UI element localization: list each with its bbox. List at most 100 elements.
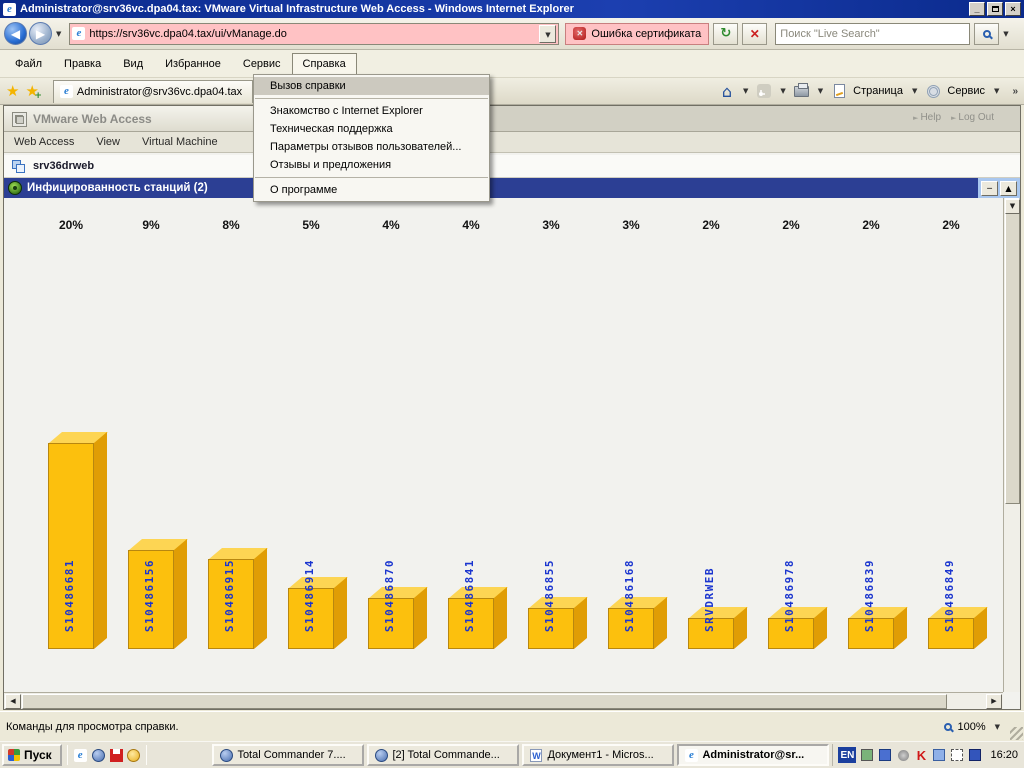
- minimize-button[interactable]: _: [969, 2, 985, 16]
- scroll-up-button[interactable]: ▲: [1000, 180, 1017, 196]
- stop-button[interactable]: ✕: [742, 22, 768, 45]
- address-dropdown-button[interactable]: ▼: [539, 24, 557, 43]
- tray-display-icon[interactable]: [968, 748, 982, 762]
- help-menu-item[interactable]: Техническая поддержка: [270, 123, 393, 135]
- menu-item-избранное[interactable]: Избранное: [165, 57, 221, 70]
- address-input[interactable]: e https://srv36vc.dpa04.tax/ui/vManage.d…: [69, 22, 560, 45]
- bar-side-face: [174, 539, 187, 649]
- forward-button[interactable]: ▶: [29, 22, 52, 45]
- bar-front-face: [48, 443, 94, 649]
- host-row[interactable]: srv36drweb: [4, 155, 1020, 178]
- bar[interactable]: [848, 607, 908, 649]
- tools-menu-label[interactable]: Сервис: [947, 85, 986, 97]
- taskbar-button-word[interactable]: W Документ1 - Micros...: [522, 744, 675, 766]
- help-menu-item[interactable]: Параметры отзывов пользователей...: [270, 141, 462, 153]
- tray-device-icon[interactable]: [860, 748, 874, 762]
- search-input[interactable]: Поиск "Live Search": [775, 22, 971, 45]
- bar[interactable]: [608, 597, 668, 649]
- tools-dropdown-icon[interactable]: ▼: [994, 87, 1000, 95]
- tray-document-icon[interactable]: [950, 748, 964, 762]
- favorites-icon[interactable]: ★: [6, 82, 20, 100]
- bar[interactable]: [448, 587, 508, 649]
- bar[interactable]: [288, 577, 348, 649]
- certificate-error-badge[interactable]: ✕ Ошибка сертификата: [565, 22, 710, 45]
- menu-item-сервис[interactable]: Сервис: [242, 57, 281, 70]
- menu-item-справка[interactable]: Справка: [291, 52, 357, 75]
- help-menu-item[interactable]: Отзывы и предложения: [270, 159, 392, 171]
- feeds-button[interactable]: [755, 82, 773, 100]
- search-button[interactable]: [974, 22, 1000, 45]
- arrow-right-icon: ►: [913, 114, 919, 122]
- page-menu-label[interactable]: Страница: [853, 85, 903, 97]
- section-minimize-button[interactable]: ─: [981, 180, 998, 196]
- bar[interactable]: [688, 607, 748, 649]
- bar-front-face: [128, 550, 174, 649]
- print-dropdown-icon[interactable]: ▼: [817, 87, 824, 95]
- bar-front-face: [448, 598, 494, 649]
- history-dropdown-icon[interactable]: ▼: [56, 29, 62, 38]
- vertical-scrollbar[interactable]: ▼: [1003, 198, 1020, 692]
- zoom-control[interactable]: 100% ▼: [944, 721, 1004, 733]
- refresh-button[interactable]: ↻: [713, 22, 739, 45]
- resize-grip[interactable]: [1010, 727, 1023, 740]
- taskbar-button-total-commander[interactable]: Total Commander 7....: [212, 744, 365, 766]
- home-button[interactable]: ⌂: [718, 82, 736, 101]
- taskbar-button-total-commander[interactable]: [2] Total Commande...: [367, 744, 520, 766]
- tray-network-icon[interactable]: [878, 748, 892, 762]
- restore-button[interactable]: [987, 2, 1003, 16]
- bar[interactable]: [48, 432, 108, 649]
- help-menu-item[interactable]: О программе: [270, 184, 338, 196]
- quicklaunch-mail-icon[interactable]: [91, 747, 106, 764]
- tray-windows-icon[interactable]: [932, 748, 946, 762]
- menu-item-файл[interactable]: Файл: [15, 57, 43, 70]
- menu-item-правка[interactable]: Правка: [64, 57, 102, 70]
- toolbar-overflow-button[interactable]: »: [1012, 85, 1018, 97]
- horizontal-scrollbar-thumb[interactable]: [22, 694, 947, 709]
- quicklaunch-clock-icon[interactable]: [127, 747, 142, 764]
- scroll-left-button[interactable]: ◀: [5, 694, 21, 709]
- bar[interactable]: [368, 587, 428, 649]
- language-indicator[interactable]: EN: [838, 747, 857, 763]
- back-button[interactable]: ◀: [4, 22, 27, 45]
- url-text[interactable]: https://srv36vc.dpa04.tax/ui/vManage.do: [89, 27, 287, 40]
- taskbar-button-internet-explorer[interactable]: e Administrator@sr...: [677, 744, 830, 766]
- plus-icon: +: [34, 91, 42, 101]
- horizontal-scrollbar[interactable]: ◀ ▶: [4, 692, 1003, 709]
- quicklaunch-save-icon[interactable]: [109, 747, 124, 764]
- bar[interactable]: [208, 548, 268, 649]
- help-dropdown-menu: Вызов справки Знакомство с Internet Explo…: [253, 74, 490, 202]
- feeds-dropdown-icon[interactable]: ▼: [780, 87, 786, 95]
- tray-audio-icon[interactable]: [896, 748, 910, 762]
- logout-link[interactable]: ► Log Out: [951, 112, 994, 123]
- help-menu-item[interactable]: Вызов справки: [254, 77, 489, 95]
- page-dropdown-icon[interactable]: ▼: [911, 87, 918, 95]
- search-options-dropdown-icon[interactable]: ▼: [1003, 29, 1009, 38]
- document-icon: [951, 749, 964, 761]
- vertical-scrollbar-thumb[interactable]: [1005, 198, 1020, 505]
- scroll-down-button[interactable]: ▼: [1005, 199, 1020, 214]
- vmware-menu-view[interactable]: View: [96, 136, 120, 148]
- zoom-dropdown-icon[interactable]: ▼: [994, 722, 1000, 731]
- menu-item-вид[interactable]: Вид: [123, 57, 144, 70]
- vmware-menu-web-access[interactable]: Web Access: [14, 136, 75, 148]
- home-dropdown-icon[interactable]: ▼: [742, 87, 749, 95]
- bar[interactable]: [928, 607, 988, 649]
- browser-tab[interactable]: e Administrator@srv36vc.dpa04.tax: [52, 79, 253, 103]
- close-button[interactable]: ×: [1005, 2, 1021, 16]
- tray-kaspersky-icon[interactable]: K: [914, 748, 928, 763]
- print-button[interactable]: [793, 82, 811, 100]
- page-button[interactable]: [830, 82, 848, 100]
- quicklaunch-ie-icon[interactable]: e: [73, 747, 88, 764]
- add-favorite-icon[interactable]: ★ +: [25, 82, 42, 101]
- bar-front-face: [608, 608, 654, 649]
- section-controls: ─ ▲: [978, 178, 1020, 198]
- start-button[interactable]: Пуск: [2, 744, 62, 766]
- help-link[interactable]: ► Help: [913, 112, 942, 123]
- scroll-right-button[interactable]: ▶: [986, 694, 1002, 709]
- bar[interactable]: [528, 597, 588, 649]
- help-menu-item[interactable]: Знакомство с Internet Explorer: [270, 105, 423, 117]
- vmware-menu-virtual-machine[interactable]: Virtual Machine: [141, 136, 218, 148]
- tools-button[interactable]: [924, 82, 942, 100]
- bar[interactable]: [128, 539, 188, 649]
- bar[interactable]: [768, 607, 828, 649]
